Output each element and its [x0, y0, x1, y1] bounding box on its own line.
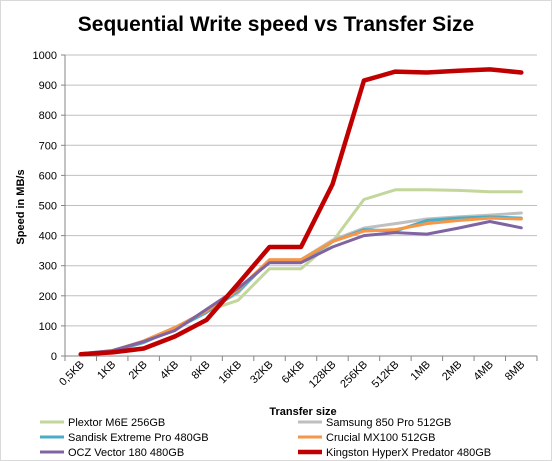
- y-tick-label: 600: [39, 170, 57, 182]
- legend-label: Sandisk Extreme Pro 480GB: [68, 432, 209, 444]
- legend-label: Plextor M6E 256GB: [68, 417, 165, 429]
- gridlines: [65, 54, 537, 327]
- legend-label: OCZ Vector 180 480GB: [68, 447, 184, 459]
- y-tick-label: 900: [39, 80, 57, 92]
- legend: Plextor M6E 256GB Samsung 850 Pro 512GB Sa…: [40, 417, 491, 459]
- series-line: [78, 67, 524, 357]
- y-tick-label: 0: [51, 351, 57, 363]
- y-tick-labels: 0 100 200 300 400 500 600 700 800 900 1000: [33, 50, 57, 363]
- y-tick-label: 700: [39, 140, 57, 152]
- x-axis-title: Transfer size: [269, 406, 336, 418]
- y-tick-label: 300: [39, 261, 57, 273]
- y-tick-label: 500: [39, 201, 57, 213]
- legend-label: Crucial MX100 512GB: [326, 432, 435, 444]
- legend-label: Kingston HyperX Predator 480GB: [326, 447, 491, 459]
- axes: [61, 54, 538, 361]
- chart-title: Sequential Write speed vs Transfer Size: [78, 13, 474, 36]
- y-tick-label: 1000: [33, 50, 57, 62]
- y-tick-label: 800: [39, 110, 57, 122]
- legend-label: Samsung 850 Pro 512GB: [326, 417, 451, 429]
- y-tick-label: 100: [39, 321, 57, 333]
- y-tick-label: 200: [39, 291, 57, 303]
- series-line: [79, 220, 523, 356]
- y-axis-title: Speed in MB/s: [15, 169, 27, 244]
- series-lines: [78, 67, 524, 357]
- y-tick-label: 400: [39, 231, 57, 243]
